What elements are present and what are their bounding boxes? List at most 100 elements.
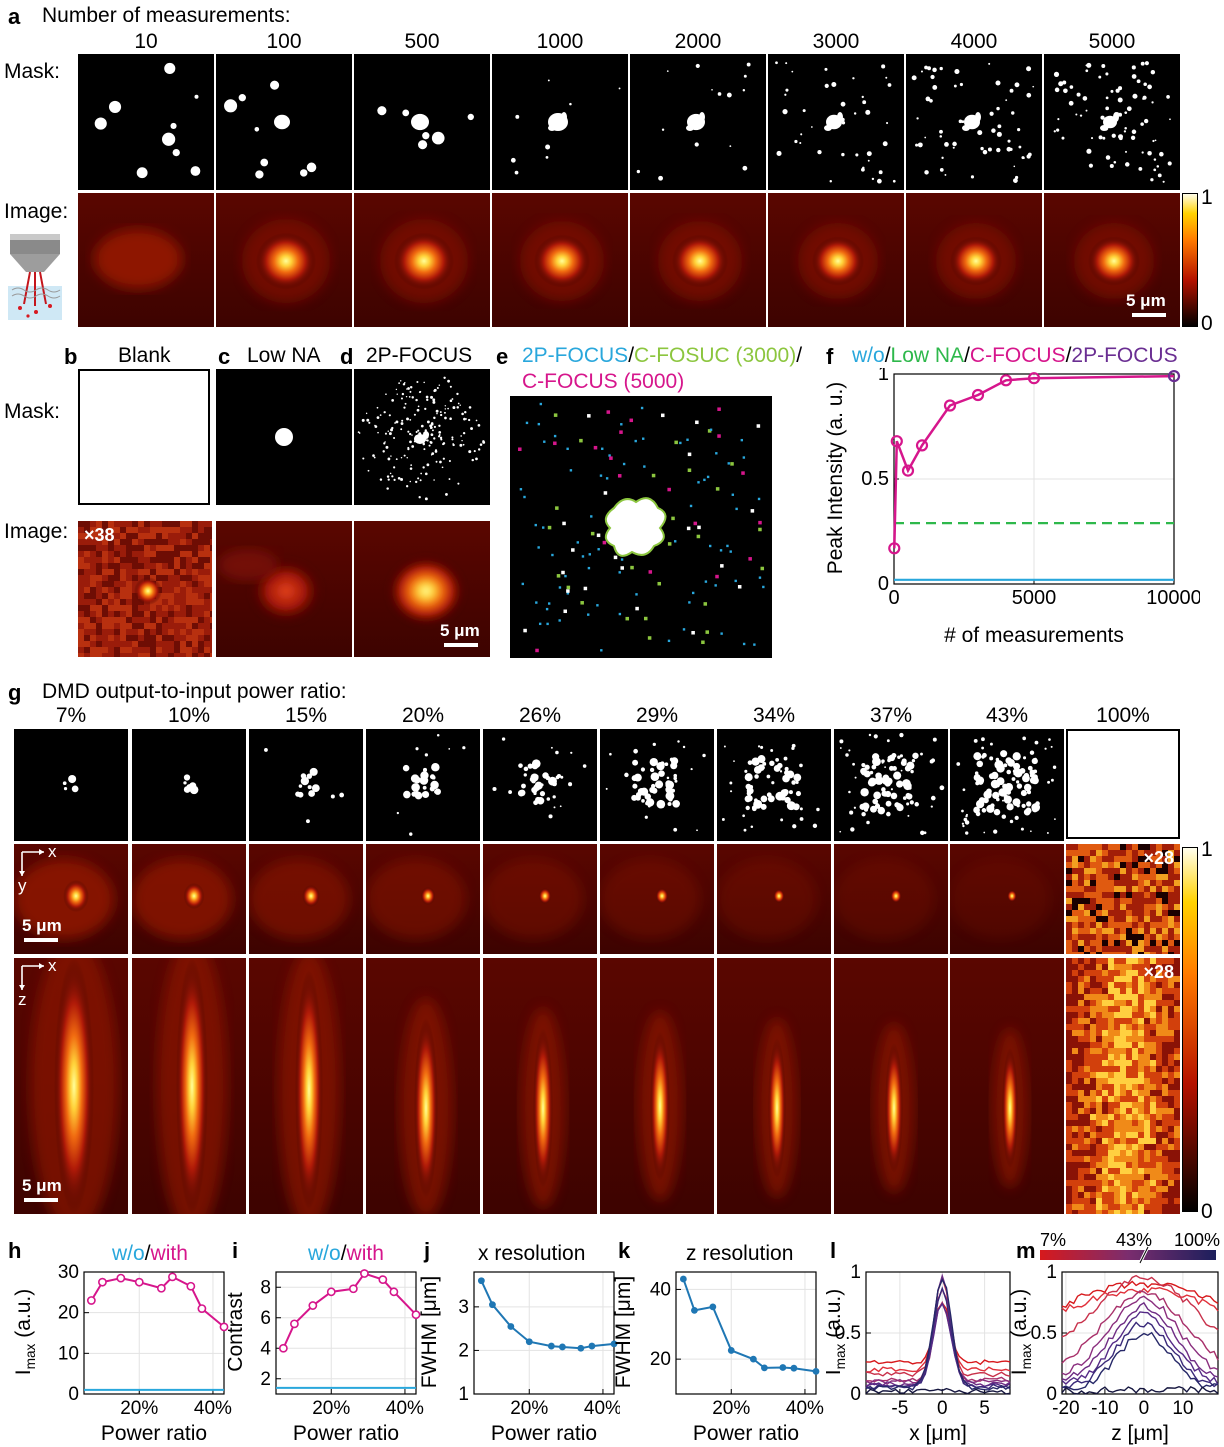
f-data-point (915, 439, 929, 452)
j-data-point (588, 1342, 596, 1350)
g-ratio-label: 34% (752, 704, 796, 727)
a-colorbar (1182, 193, 1198, 327)
g-xz-image (600, 958, 714, 1214)
g-ratio-label: 100% (1096, 704, 1150, 727)
e-title-c3000: C-FOSUC (3000) (634, 344, 797, 367)
g-mask-tile (366, 729, 480, 841)
k-data-point (749, 1355, 757, 1363)
j-chart: 20% 40% 1 2 3 Power ratio FWHM [μm] (420, 1271, 620, 1445)
g-mask-blank (1066, 729, 1180, 839)
f-data-point (999, 374, 1013, 387)
g-axis-x2-label: x (48, 958, 57, 975)
g-colorbar-max: 1 (1201, 838, 1213, 861)
panel-letter-e: e (496, 344, 509, 369)
h-data-point (186, 1281, 196, 1291)
e-sep1: / (628, 344, 635, 367)
g-mask-tile (717, 729, 831, 841)
a-mask-tile (1044, 54, 1180, 190)
x-tick-label: 20% (120, 1398, 158, 1419)
g-ratio-label: 37% (869, 704, 913, 727)
c-image (216, 521, 352, 657)
h-chart: 20% 40% 0 10 20 30 Power ratio Imax (a.u.) (12, 1262, 232, 1445)
x-tick-label: -5 (891, 1398, 908, 1419)
x-tick-label: 40% (786, 1398, 824, 1419)
m-profile-line (1061, 1331, 1219, 1391)
y-axis-label: Contrast (228, 1292, 247, 1372)
e-title-line1: 2P-FOCUS/C-FOSUC (3000)/ (522, 344, 802, 368)
j-data-point (489, 1301, 496, 1309)
a-count-label: 10 (134, 30, 158, 53)
c-mask (216, 369, 352, 505)
a-colorbar-max: 1 (1201, 186, 1213, 209)
i-data-point (378, 1275, 388, 1285)
panel-letter-i: i (232, 1238, 239, 1263)
g-mask-tile (600, 729, 714, 841)
i-data-point (389, 1287, 399, 1297)
i-title-wo: w/o (308, 1242, 341, 1265)
g-axis-y-label: y (18, 876, 27, 895)
m-profile-line (1061, 1290, 1219, 1364)
i-data-point (348, 1284, 358, 1294)
x-tick-label: 0 (888, 587, 899, 609)
d-title: 2P-FOCUS (366, 344, 473, 367)
m-cb-right: 100% (1174, 1232, 1220, 1250)
g-xz-image (366, 958, 480, 1214)
x-tick-label: 40% (194, 1398, 232, 1419)
i-data-point (308, 1301, 318, 1310)
x-axis-label: Power ratio (101, 1422, 207, 1445)
f-data-point (943, 399, 957, 412)
k-data-point (709, 1303, 717, 1311)
k-data-point (790, 1364, 798, 1372)
y-axis-label: Imax (a.u.) (826, 1289, 848, 1375)
a-image-tile (354, 193, 490, 327)
e-title-2p: 2P-FOCUS (522, 344, 629, 367)
j-series (480, 1280, 615, 1350)
f-legend-sep2: / (964, 344, 970, 367)
a-image-tile (78, 193, 214, 327)
m-cb-mid: 43% (1116, 1232, 1152, 1250)
g-mask-tile (834, 729, 948, 841)
m-profile-line (1061, 1311, 1219, 1386)
y-tick-label: 8 (260, 1277, 271, 1298)
m-chart: 7% 43% 100% -20 -10 0 10 0 0.5 1 z [μm] Imax (a.u.) (1010, 1232, 1220, 1445)
h-data-point (219, 1322, 229, 1332)
x-tick-label: 10000 (1146, 587, 1200, 609)
g-xy-image (834, 844, 948, 954)
panel-letter-d: d (340, 344, 354, 369)
y-axis-label: Imax (a.u.) (12, 1289, 38, 1375)
panel-letter-b: b (64, 344, 78, 369)
a-count-label: 2000 (674, 30, 722, 53)
g-ratio-label: 20% (401, 704, 445, 727)
a-image-label: Image: (4, 200, 69, 223)
k-data-point (761, 1364, 768, 1372)
i-data-point (360, 1269, 369, 1278)
panel-letter-h: h (8, 1238, 22, 1263)
m-cb-left: 7% (1040, 1232, 1066, 1250)
g-xy-image (600, 844, 714, 954)
b-title: Blank (118, 344, 171, 367)
h-data-point (86, 1296, 96, 1305)
x-tick-label: 20% (312, 1398, 350, 1419)
y-tick-label: 0 (68, 1384, 79, 1405)
b-gain-label: ×38 (84, 525, 115, 545)
m-profile-line (1061, 1295, 1219, 1376)
a-image-tile (630, 193, 766, 327)
a-heading: Number of measurements: (42, 4, 291, 27)
k-title: z resolution (686, 1242, 794, 1265)
m-profile-line (1061, 1301, 1219, 1381)
i-title-with: with (346, 1242, 384, 1265)
g-xy-image (483, 844, 597, 954)
f-data-point (890, 435, 903, 448)
b-mask-blank (78, 369, 210, 505)
g-xy-image (950, 844, 1064, 954)
g-ratio-label: 26% (518, 704, 562, 727)
y-tick-label: 6 (260, 1308, 271, 1329)
x-tick-label: 5000 (1012, 587, 1057, 609)
a-mask-tile (768, 54, 904, 190)
g-xy-scale-bar (24, 938, 58, 942)
j-data-point (507, 1323, 515, 1330)
g-xz-scale-text: 5 μm (22, 1176, 62, 1195)
h-title-with: with (150, 1242, 188, 1265)
h-data-point (116, 1273, 126, 1283)
k-data-point (812, 1367, 820, 1375)
